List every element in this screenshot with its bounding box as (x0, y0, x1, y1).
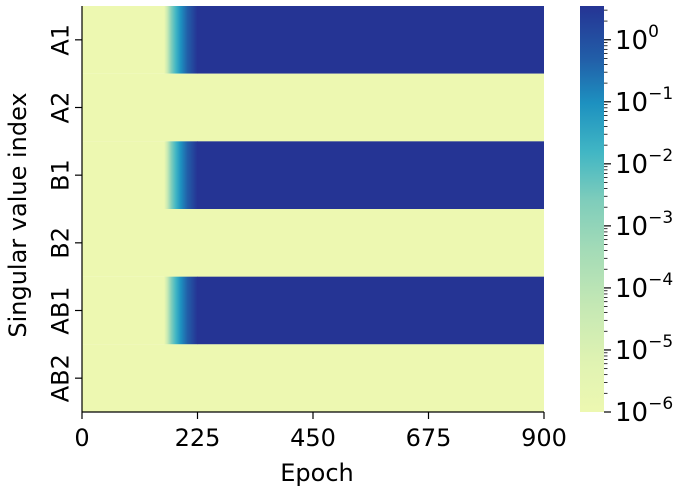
y-tick-label: B1 (46, 159, 74, 191)
colorbar-tick-label: 10−6 (615, 394, 673, 428)
heatmap-row-b1 (82, 141, 544, 209)
heatmap-cell-low (82, 344, 544, 412)
colorbar-tick-base: 10 (615, 26, 648, 56)
heatmap-cell-high (197, 141, 544, 209)
colorbar-tick-exponent: −1 (648, 84, 673, 104)
colorbar-tick-label: 10−4 (615, 270, 673, 304)
x-tick-label: 0 (74, 424, 89, 452)
heatmap-cell-high (197, 6, 544, 74)
colorbar-tick-exponent: −3 (648, 208, 673, 228)
colorbar-tick-label: 10−1 (615, 84, 673, 118)
colorbar-tick-base: 10 (615, 398, 648, 428)
y-axis: A1 A2 B1 B2 AB1 AB2 (46, 6, 83, 412)
heatmap-row-ab1 (82, 276, 544, 345)
colorbar-tick-base: 10 (615, 274, 648, 304)
heatmap-cells (82, 6, 544, 412)
heatmap-cell-low (82, 209, 544, 277)
colorbar-tick-base: 10 (615, 150, 648, 180)
colorbar-tick-base: 10 (615, 336, 648, 366)
colorbar-tick-exponent: −5 (648, 332, 673, 352)
colorbar-tick-label: 100 (615, 22, 659, 56)
x-tick-label: 225 (175, 424, 221, 452)
heatmap-row-b2 (82, 209, 544, 277)
y-tick-label: AB2 (46, 354, 74, 402)
x-axis: 0 225 450 675 900 (74, 411, 567, 452)
colorbar-tick-label: 10−2 (615, 146, 673, 180)
heatmap-row-ab2 (82, 344, 544, 412)
y-tick-label: A1 (46, 24, 74, 56)
colorbar-gradient (580, 6, 604, 412)
heatmap-cell-transition (164, 6, 198, 74)
heatmap-row-a1 (82, 6, 544, 74)
heatmap-row-a2 (82, 73, 544, 142)
y-tick-label: AB1 (46, 286, 74, 334)
colorbar-tick-exponent: 0 (648, 22, 659, 42)
colorbar-tick-base: 10 (615, 212, 648, 242)
heatmap-cell-transition (164, 276, 198, 345)
colorbar-tick-exponent: −2 (648, 146, 673, 166)
x-tick-label: 450 (290, 424, 336, 452)
x-tick-label: 675 (406, 424, 452, 452)
colorbar-tick-base: 10 (615, 88, 648, 118)
heatmap-cell-transition (164, 141, 198, 209)
heatmap-cell-high (197, 276, 544, 345)
colorbar-tick-label: 10−3 (615, 208, 673, 242)
y-tick-label: A2 (46, 92, 74, 124)
heatmap-cell-low (82, 73, 544, 142)
x-axis-title: Epoch (280, 459, 354, 487)
y-axis-title: Singular value index (4, 92, 32, 337)
colorbar-tick-exponent: −6 (648, 394, 673, 414)
y-tick-label: B2 (46, 227, 74, 259)
x-tick-label: 900 (521, 424, 567, 452)
colorbar-tick-exponent: −4 (648, 270, 673, 290)
colorbar-tick-label: 10−5 (615, 332, 673, 366)
